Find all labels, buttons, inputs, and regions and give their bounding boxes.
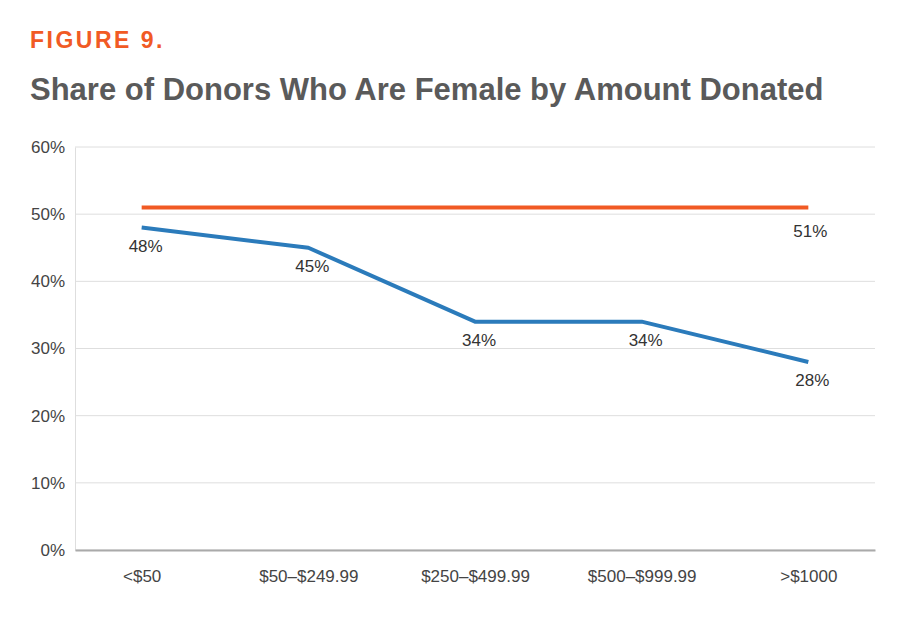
x-tick: >$1000 bbox=[780, 567, 837, 586]
x-tick: <$50 bbox=[123, 567, 161, 586]
y-tick-label: 40% bbox=[31, 272, 65, 291]
grid-line bbox=[75, 281, 875, 282]
grid-line bbox=[75, 550, 875, 551]
y-tick-label: 0% bbox=[40, 541, 65, 560]
data-label: 45% bbox=[295, 257, 329, 276]
y-tick-label: 60% bbox=[31, 138, 65, 157]
y-tick-label: 20% bbox=[31, 407, 65, 426]
chart: FIGURE 9. Share of Donors Who Are Female … bbox=[0, 0, 900, 618]
y-tick-label: 50% bbox=[31, 205, 65, 224]
grid-line bbox=[75, 214, 875, 215]
grid bbox=[75, 147, 875, 550]
y-tick: 10% bbox=[31, 474, 65, 493]
x-tick: $50–$249.99 bbox=[259, 567, 358, 586]
x-axis-line bbox=[76, 550, 876, 552]
y-tick: 0% bbox=[40, 541, 65, 560]
x-tick-label: $50–$249.99 bbox=[259, 567, 358, 586]
x-tick-label: <$50 bbox=[123, 567, 161, 586]
figure-label: FIGURE 9. bbox=[30, 27, 165, 53]
x-tick: $250–$499.99 bbox=[421, 567, 530, 586]
y-tick-label: 10% bbox=[31, 474, 65, 493]
data-label: 34% bbox=[629, 331, 663, 350]
y-tick: 40% bbox=[31, 272, 65, 291]
data-label: 48% bbox=[129, 237, 163, 256]
reference-label: 51% bbox=[793, 222, 827, 241]
plot-area bbox=[142, 207, 809, 361]
y-tick: 30% bbox=[31, 339, 65, 358]
grid-line bbox=[75, 147, 875, 148]
y-axis: 0% 10% 20% 30% 40% 50% 60% bbox=[31, 138, 76, 560]
title: Share of Donors Who Are Female by Amount… bbox=[30, 72, 823, 107]
data-label: 28% bbox=[795, 371, 829, 390]
reference-line bbox=[142, 205, 809, 209]
data-line bbox=[142, 228, 809, 362]
y-tick: 20% bbox=[31, 407, 65, 426]
x-axis: <$50 $50–$249.99 $250–$499.99 $500–$999.99 >… bbox=[76, 551, 876, 587]
grid-line bbox=[75, 415, 875, 416]
x-tick-label: $500–$999.99 bbox=[588, 567, 697, 586]
grid-line bbox=[75, 482, 875, 483]
x-tick: $500–$999.99 bbox=[588, 567, 697, 586]
y-axis-line bbox=[75, 148, 76, 551]
labels: 48% 45% 34% 34% 28% 51% bbox=[129, 222, 830, 389]
y-tick: 50% bbox=[31, 205, 65, 224]
data-label: 34% bbox=[462, 331, 496, 350]
x-tick-label: >$1000 bbox=[780, 567, 837, 586]
y-tick: 60% bbox=[31, 138, 65, 157]
y-tick-label: 30% bbox=[31, 339, 65, 358]
x-tick-label: $250–$499.99 bbox=[421, 567, 530, 586]
